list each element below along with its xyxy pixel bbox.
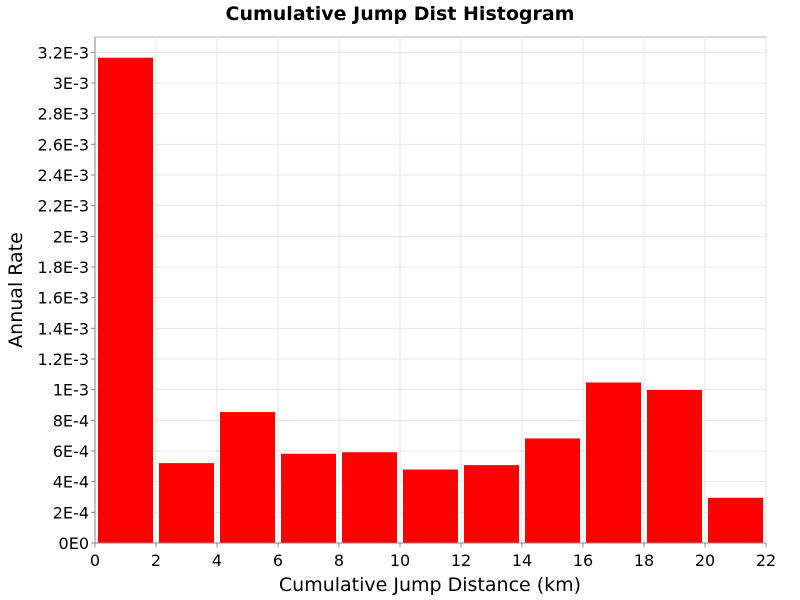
- histogram-bar: [159, 463, 214, 543]
- histogram-bar: [464, 465, 519, 543]
- x-tick-label: 0: [90, 551, 100, 570]
- x-tick-label: 14: [512, 551, 532, 570]
- x-axis-label: Cumulative Jump Distance (km): [279, 574, 581, 596]
- y-tick-label: 2.2E-3: [37, 197, 89, 216]
- x-tick-label: 12: [451, 551, 471, 570]
- x-tick-label: 20: [695, 551, 715, 570]
- y-tick-label: 2.8E-3: [37, 105, 89, 124]
- y-tick-label: 6E-4: [53, 442, 89, 461]
- y-tick-label: 8E-4: [53, 411, 89, 430]
- histogram-bar: [647, 389, 702, 543]
- x-tick-label: 10: [390, 551, 410, 570]
- y-tick-label: 1.8E-3: [37, 258, 89, 277]
- y-tick-label: 0E0: [59, 534, 89, 553]
- x-tick-label: 18: [634, 551, 654, 570]
- y-tick-label: 1.6E-3: [37, 289, 89, 308]
- x-tick-label: 2: [151, 551, 161, 570]
- bars: [98, 57, 763, 543]
- axes: 0E0 2E-4 4E-4 6E-4 8E-4 1E-3 1.2E-3 1.4E-3 1.6E-…: [37, 37, 776, 570]
- chart-title: Cumulative Jump Dist Histogram: [226, 3, 575, 25]
- histogram-bar: [708, 497, 763, 543]
- histogram-bar: [342, 452, 397, 543]
- y-tick-label: 4E-4: [53, 473, 89, 492]
- y-tick-label: 3.2E-3: [37, 43, 89, 62]
- y-tick-label: 3E-3: [53, 74, 89, 93]
- histogram-bar: [98, 57, 153, 543]
- x-tick-label: 4: [212, 551, 222, 570]
- y-tick-label: 1.4E-3: [37, 319, 89, 338]
- y-tick-label: 2.6E-3: [37, 135, 89, 154]
- x-tick-label: 22: [756, 551, 776, 570]
- y-tick-label: 2.4E-3: [37, 166, 89, 185]
- y-tick-label: 1E-3: [53, 381, 89, 400]
- histogram-bar: [403, 469, 458, 543]
- histogram-bar: [220, 412, 275, 543]
- x-tick-label: 16: [573, 551, 593, 570]
- histogram-bar: [525, 438, 580, 543]
- y-axis-label: Annual Rate: [5, 232, 27, 348]
- y-tick-label: 2E-4: [53, 503, 89, 522]
- x-tick-label: 8: [334, 551, 344, 570]
- histogram-bar: [281, 453, 336, 543]
- y-tick-label: 1.2E-3: [37, 350, 89, 369]
- x-tick-label: 6: [273, 551, 283, 570]
- y-tick-label: 2E-3: [53, 227, 89, 246]
- histogram-bar: [586, 382, 641, 543]
